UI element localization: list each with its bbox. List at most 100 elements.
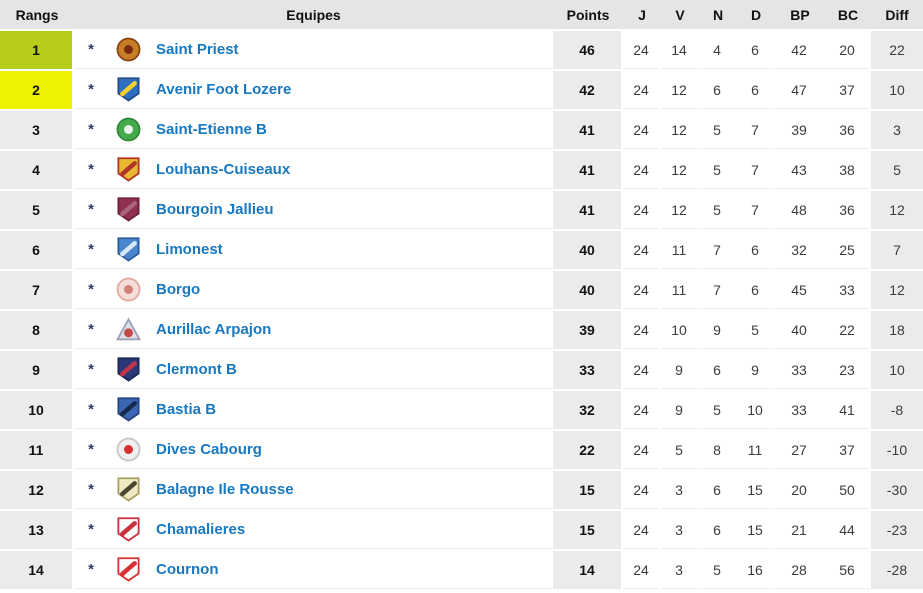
rank-cell: 4	[0, 151, 72, 189]
goal-diff-cell: 22	[871, 31, 923, 69]
column-header-n: N	[712, 6, 724, 23]
team-name-link[interactable]: Louhans-Cuiseaux	[156, 161, 291, 178]
wins-cell: 14	[661, 31, 697, 69]
team-cell: * Dives Cabourg	[74, 431, 551, 469]
points-cell: 15	[553, 471, 621, 509]
losses-cell: 6	[737, 31, 773, 69]
table-row: 1 * Saint Priest 46 24 14 4 6 42 20 22	[0, 31, 923, 69]
draws-cell: 6	[699, 351, 735, 389]
column-header-equipes: Equipes	[286, 6, 341, 23]
team-name-link[interactable]: Limonest	[156, 241, 223, 258]
rank-cell: 7	[0, 271, 72, 309]
goals-for-cell: 40	[775, 311, 823, 349]
goal-diff-cell: 5	[871, 151, 923, 189]
team-name-link[interactable]: Dives Cabourg	[156, 441, 262, 458]
team-cell: * Saint-Etienne B	[74, 111, 551, 149]
losses-cell: 6	[737, 271, 773, 309]
team-logo-icon	[114, 76, 142, 104]
goals-against-cell: 44	[825, 511, 869, 549]
star-icon: *	[88, 41, 94, 58]
goals-against-cell: 33	[825, 271, 869, 309]
wins-cell: 12	[661, 111, 697, 149]
played-cell: 24	[623, 431, 659, 469]
table-row: 8 * Aurillac Arpajon 39 24 10 9 5 40 22 …	[0, 311, 923, 349]
team-logo-icon	[114, 516, 142, 544]
star-icon: *	[88, 481, 94, 498]
team-name-link[interactable]: Borgo	[156, 281, 201, 298]
team-name-link[interactable]: Saint-Etienne B	[156, 121, 267, 138]
wins-cell: 3	[661, 511, 697, 549]
team-logo-icon	[114, 36, 142, 64]
team-name-link[interactable]: Aurillac Arpajon	[156, 321, 272, 338]
goal-diff-cell: -10	[871, 431, 923, 469]
table-row: 3 * Saint-Etienne B 41 24 12 5 7 39 36 3	[0, 111, 923, 149]
played-cell: 24	[623, 71, 659, 109]
goals-against-cell: 56	[825, 551, 869, 589]
star-icon: *	[88, 361, 94, 378]
draws-cell: 5	[699, 151, 735, 189]
goal-diff-cell: 12	[871, 191, 923, 229]
draws-cell: 6	[699, 471, 735, 509]
losses-cell: 15	[737, 511, 773, 549]
goal-diff-cell: 10	[871, 71, 923, 109]
team-cell: * Chamalieres	[74, 511, 551, 549]
goals-for-cell: 20	[775, 471, 823, 509]
team-name-link[interactable]: Clermont B	[156, 361, 237, 378]
played-cell: 24	[623, 311, 659, 349]
column-header-d: D	[750, 6, 762, 23]
wins-cell: 3	[661, 471, 697, 509]
losses-cell: 16	[737, 551, 773, 589]
losses-cell: 6	[737, 231, 773, 269]
played-cell: 24	[623, 151, 659, 189]
points-cell: 32	[553, 391, 621, 429]
team-name-link[interactable]: Avenir Foot Lozere	[156, 81, 292, 98]
draws-cell: 5	[699, 551, 735, 589]
goals-against-cell: 50	[825, 471, 869, 509]
points-cell: 40	[553, 271, 621, 309]
losses-cell: 7	[737, 111, 773, 149]
team-name-link[interactable]: Saint Priest	[156, 41, 239, 58]
team-name-link[interactable]: Bourgoin Jallieu	[156, 201, 274, 218]
draws-cell: 7	[699, 231, 735, 269]
goal-diff-cell: 7	[871, 231, 923, 269]
star-icon: *	[88, 241, 94, 258]
goal-diff-cell: 3	[871, 111, 923, 149]
table-row: 7 * Borgo 40 24 11 7 6 45 33 12	[0, 271, 923, 309]
team-logo-icon	[114, 396, 142, 424]
wins-cell: 9	[661, 391, 697, 429]
played-cell: 24	[623, 271, 659, 309]
goals-for-cell: 27	[775, 431, 823, 469]
played-cell: 24	[623, 471, 659, 509]
table-row: 2 * Avenir Foot Lozere 42 24 12 6 6 47 3…	[0, 71, 923, 109]
points-cell: 15	[553, 511, 621, 549]
table-row: 10 * Bastia B 32 24 9 5 10 33 41 -8	[0, 391, 923, 429]
team-logo-icon	[114, 116, 142, 144]
rank-cell: 1	[0, 31, 72, 69]
played-cell: 24	[623, 191, 659, 229]
points-cell: 41	[553, 151, 621, 189]
draws-cell: 5	[699, 191, 735, 229]
played-cell: 24	[623, 391, 659, 429]
team-cell: * Clermont B	[74, 351, 551, 389]
goal-diff-cell: 12	[871, 271, 923, 309]
team-logo-icon	[114, 356, 142, 384]
team-name-link[interactable]: Balagne Ile Rousse	[156, 481, 294, 498]
points-cell: 33	[553, 351, 621, 389]
points-cell: 14	[553, 551, 621, 589]
draws-cell: 6	[699, 71, 735, 109]
team-name-link[interactable]: Bastia B	[156, 401, 217, 418]
played-cell: 24	[623, 551, 659, 589]
points-cell: 40	[553, 231, 621, 269]
losses-cell: 7	[737, 191, 773, 229]
goals-against-cell: 36	[825, 111, 869, 149]
team-name-link[interactable]: Cournon	[156, 561, 219, 578]
points-cell: 22	[553, 431, 621, 469]
team-cell: * Louhans-Cuiseaux	[74, 151, 551, 189]
goals-for-cell: 33	[775, 391, 823, 429]
rank-cell: 6	[0, 231, 72, 269]
rank-cell: 9	[0, 351, 72, 389]
team-logo-icon	[114, 316, 142, 344]
star-icon: *	[88, 201, 94, 218]
team-name-link[interactable]: Chamalieres	[156, 521, 246, 538]
losses-cell: 11	[737, 431, 773, 469]
